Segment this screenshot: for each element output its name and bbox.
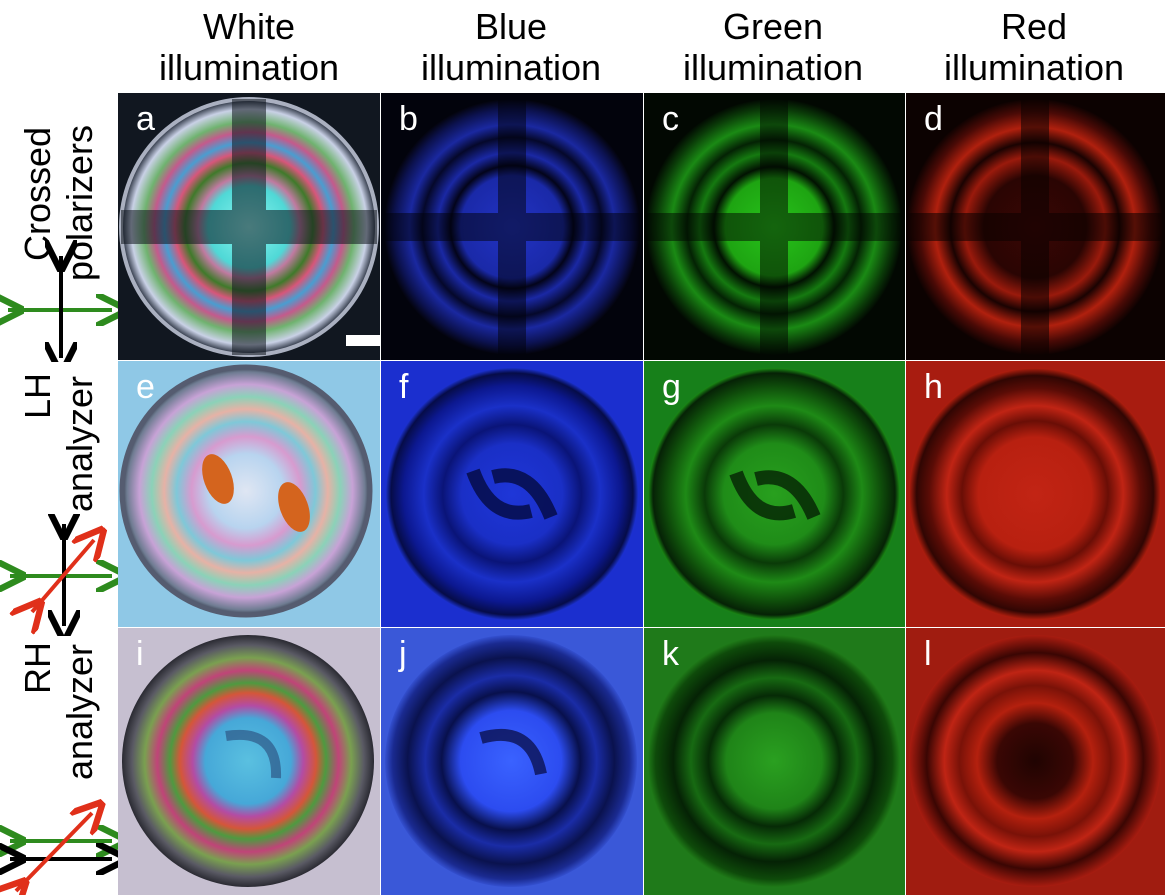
panel-letter: g	[662, 368, 681, 406]
micrograph-image	[118, 93, 380, 360]
micrograph-image	[906, 628, 1165, 895]
micrograph-grid: a b	[118, 93, 1165, 895]
row-header-line2: analyzer	[59, 375, 100, 513]
panel-letter: a	[136, 100, 155, 138]
micrograph-image	[118, 361, 380, 627]
panel-letter: j	[399, 635, 407, 673]
column-header-line1: Blue	[474, 6, 548, 47]
column-header-line1: White	[202, 6, 296, 47]
rh-analyzer-arrows-icon	[0, 775, 122, 895]
panel-l-red-rh: l	[906, 628, 1165, 895]
micrograph-image	[381, 628, 643, 895]
column-header-line1: Green	[722, 6, 824, 47]
micrograph-image	[644, 93, 905, 360]
column-header-line2: illumination	[158, 47, 340, 88]
panel-letter: b	[399, 100, 418, 138]
panel-i-white-rh: i	[118, 628, 380, 895]
lh-analyzer-arrows-icon	[0, 514, 122, 636]
panel-letter: i	[136, 635, 144, 673]
micrograph-image	[906, 93, 1165, 360]
panel-k-green-rh: k	[644, 628, 905, 895]
panel-h-red-lh: h	[906, 361, 1165, 627]
panel-j-blue-rh: j	[381, 628, 643, 895]
row-header-rh-analyzer: RH analyzer	[0, 628, 118, 798]
panel-g-green-lh: g	[644, 361, 905, 627]
micrograph-image	[906, 361, 1165, 627]
micrograph-image	[381, 93, 643, 360]
scale-bar	[346, 335, 380, 346]
panel-letter: d	[924, 100, 943, 138]
panel-d-red-crossed: d	[906, 93, 1165, 360]
column-header-line2: illumination	[682, 47, 864, 88]
panel-e-white-lh: e	[118, 361, 380, 627]
column-header-line2: illumination	[943, 47, 1125, 88]
panel-letter: c	[662, 100, 679, 138]
panel-letter: f	[399, 368, 409, 406]
panel-letter: e	[136, 368, 155, 406]
micrograph-image	[118, 628, 380, 895]
panel-a-white-crossed: a	[118, 93, 380, 360]
panel-c-green-crossed: c	[644, 93, 905, 360]
panel-b-blue-crossed: b	[381, 93, 643, 360]
column-header-line2: illumination	[420, 47, 602, 88]
row-header-line2: analyzer	[59, 643, 100, 781]
micrograph-image	[381, 361, 643, 627]
panel-letter: k	[662, 635, 679, 673]
panel-letter: l	[924, 635, 932, 673]
micrograph-image	[644, 628, 905, 895]
row-header-line1: RH	[17, 642, 58, 694]
panel-f-blue-lh: f	[381, 361, 643, 627]
column-header-blue: Blue illumination	[380, 6, 642, 92]
row-header-line1: LH	[17, 372, 58, 420]
column-header-green: Green illumination	[642, 6, 904, 92]
column-header-white: White illumination	[118, 6, 380, 92]
panel-letter: h	[924, 368, 943, 406]
crossed-polarizer-arrows-icon	[0, 240, 122, 362]
column-header-red: Red illumination	[903, 6, 1165, 92]
column-header-line1: Red	[1000, 6, 1068, 47]
row-header-lh-analyzer: LH analyzer	[0, 360, 118, 530]
micrograph-image	[644, 361, 905, 627]
